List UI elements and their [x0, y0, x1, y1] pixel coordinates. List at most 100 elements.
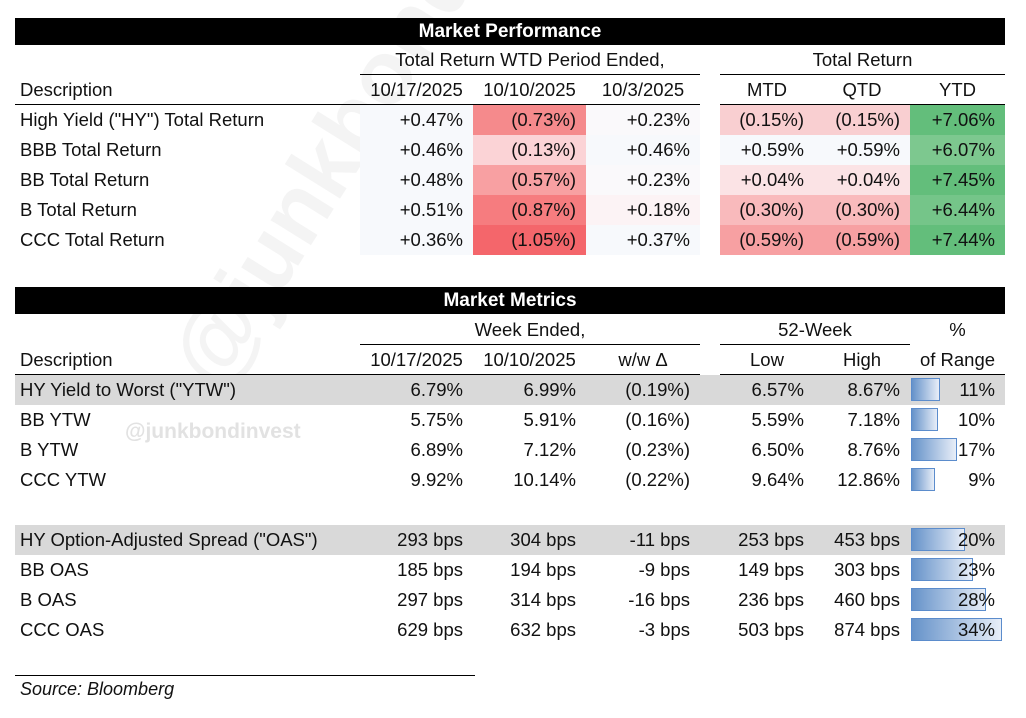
range-bar	[911, 438, 957, 461]
value-cell: +0.36%	[360, 225, 473, 255]
value-cell: (0.59%)	[720, 225, 814, 255]
header-6: YTD	[910, 75, 1005, 105]
value-cell: (0.15%)	[720, 105, 814, 135]
row-label: B Total Return	[20, 199, 137, 220]
value-cell: (0.19%)	[586, 375, 700, 405]
value-cell: 460 bps	[834, 589, 900, 610]
value-cell: +6.44%	[910, 195, 1005, 225]
spacer	[700, 465, 720, 495]
range-cell: 10%	[910, 405, 1005, 435]
value-cell: 8.67%	[814, 375, 910, 405]
total-return-group-header: Total Return	[720, 45, 1005, 75]
value-cell: (0.30%)	[720, 195, 814, 225]
value-cell: (0.87%)	[473, 195, 586, 225]
range-cell: 23%	[910, 555, 1005, 585]
spacer	[700, 105, 720, 135]
row-label: CCC OAS	[20, 619, 105, 640]
value-cell: +7.44%	[910, 225, 1005, 255]
range-pct: 20%	[957, 529, 995, 550]
value-cell: -16 bps	[628, 589, 690, 610]
range-bar	[911, 618, 1002, 641]
value-cell: 632 bps	[510, 619, 576, 640]
value-cell: +0.37%	[586, 225, 700, 255]
week-ended-group-header: Week Ended,	[360, 315, 700, 345]
value-cell: 5.91%	[523, 409, 576, 430]
pct-group-header: %	[949, 319, 966, 340]
metrics-title: Market Metrics	[15, 287, 1005, 314]
value-cell: 874 bps	[834, 619, 900, 640]
spacer	[700, 615, 720, 645]
value-cell: 503 bps	[738, 619, 804, 640]
value-cell: (0.57%)	[473, 165, 586, 195]
value-cell: +6.07%	[910, 135, 1005, 165]
value-cell: 6.89%	[410, 439, 463, 460]
value-cell: 297 bps	[397, 589, 463, 610]
header-1: 10/17/2025	[360, 345, 473, 375]
value-cell: 453 bps	[814, 525, 910, 555]
blank-cell	[910, 495, 1005, 525]
header-2: 10/10/2025	[473, 345, 586, 375]
value-cell: (0.30%)	[814, 195, 910, 225]
value-cell: 6.79%	[360, 375, 473, 405]
row-label: CCC Total Return	[20, 229, 165, 250]
blank-cell	[15, 495, 360, 525]
header-2: 10/10/2025	[473, 75, 586, 105]
value-cell: 629 bps	[397, 619, 463, 640]
value-cell: 293 bps	[360, 525, 473, 555]
value-cell: +0.23%	[586, 165, 700, 195]
header-1: 10/17/2025	[360, 75, 473, 105]
blank-cell	[814, 495, 910, 525]
spacer	[700, 75, 720, 105]
wtd-group-header: Total Return WTD Period Ended,	[360, 45, 700, 75]
value-cell: (0.59%)	[814, 225, 910, 255]
spacer	[700, 375, 720, 405]
value-cell: +7.06%	[910, 105, 1005, 135]
value-cell: 5.59%	[751, 409, 804, 430]
range-pct: 23%	[957, 559, 995, 580]
spacer	[700, 435, 720, 465]
value-cell: +0.59%	[814, 135, 910, 165]
row-label: HY Option-Adjusted Spread ("OAS")	[15, 525, 360, 555]
value-cell: 304 bps	[473, 525, 586, 555]
row-label: BB Total Return	[20, 169, 150, 190]
row-label: BB OAS	[20, 559, 89, 580]
row-label: High Yield ("HY") Total Return	[20, 109, 265, 130]
blank-cell	[586, 495, 700, 525]
spacer	[700, 165, 720, 195]
range-cell: 9%	[910, 465, 1005, 495]
header-4: MTD	[720, 75, 814, 105]
spacer	[700, 345, 720, 375]
range-bar	[911, 528, 965, 551]
value-cell: 236 bps	[738, 589, 804, 610]
value-cell: 5.75%	[410, 409, 463, 430]
header-3: w/w Δ	[586, 345, 700, 375]
range-cell: 11%	[910, 375, 1005, 405]
range-bar	[911, 408, 938, 431]
value-cell: +0.18%	[586, 195, 700, 225]
header-3: 10/3/2025	[586, 75, 700, 105]
blank-cell	[720, 495, 814, 525]
row-label: B OAS	[20, 589, 77, 610]
spacer	[700, 525, 720, 555]
spacer	[700, 585, 720, 615]
spacer	[700, 225, 720, 255]
row-label: CCC YTW	[20, 469, 106, 490]
row-label: B YTW	[20, 439, 79, 460]
value-cell: 6.99%	[473, 375, 586, 405]
value-cell: 12.86%	[837, 469, 900, 490]
header-6: of Range	[910, 345, 1005, 375]
value-cell: 10.14%	[513, 469, 576, 490]
source-divider	[15, 675, 475, 676]
value-cell: -9 bps	[638, 559, 690, 580]
range-pct: 28%	[957, 589, 995, 610]
spacer	[700, 135, 720, 165]
watermark-small: @junkbondinvest	[125, 420, 301, 443]
value-cell: +0.51%	[360, 195, 473, 225]
header-4: Low	[720, 345, 814, 375]
value-cell: -3 bps	[638, 619, 690, 640]
range-bar	[911, 558, 973, 581]
value-cell: 8.76%	[847, 439, 900, 460]
value-cell: -11 bps	[586, 525, 700, 555]
value-cell: 194 bps	[510, 559, 576, 580]
blank-cell	[360, 495, 473, 525]
